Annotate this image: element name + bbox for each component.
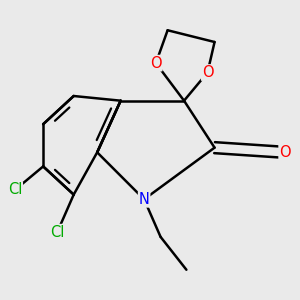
Text: O: O: [202, 65, 213, 80]
Text: N: N: [139, 192, 150, 207]
Text: O: O: [279, 145, 291, 160]
Text: O: O: [150, 56, 162, 70]
Text: Cl: Cl: [8, 182, 22, 197]
Text: Cl: Cl: [50, 225, 64, 240]
